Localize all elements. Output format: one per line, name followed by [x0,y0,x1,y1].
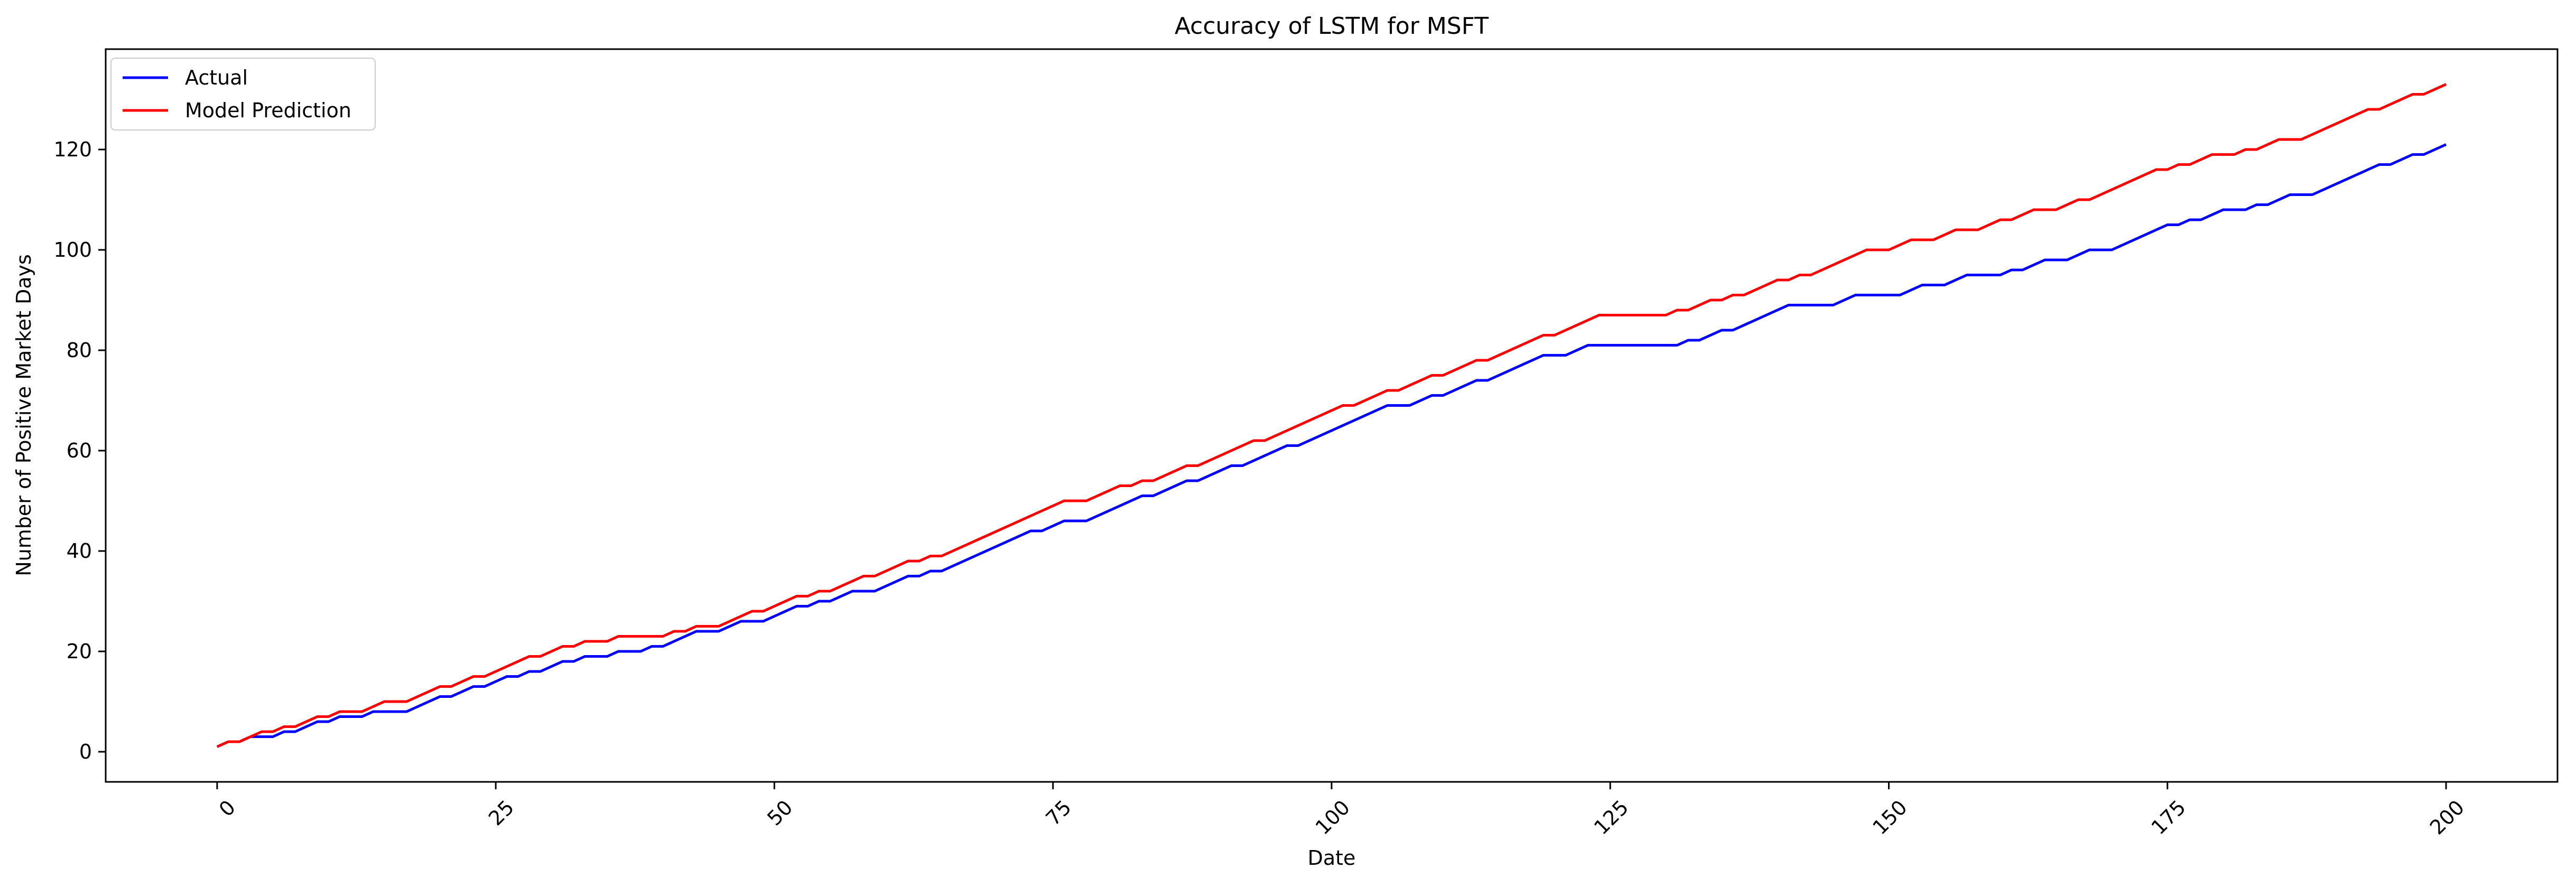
legend-label-actual: Actual [185,66,248,89]
y-tick-label: 20 [67,640,92,663]
y-tick-label: 40 [67,539,92,563]
y-axis: 0 20 40 60 80 100 120 [53,138,106,763]
legend: Actual Model Prediction [110,58,376,130]
series-line-model-prediction [216,83,2447,748]
y-tick-label: 0 [79,740,92,763]
series-line-actual [216,143,2447,748]
x-axis-label: Date [1308,846,1356,870]
y-tick-label: 100 [53,238,92,262]
legend-label-model-prediction: Model Prediction [185,99,351,122]
plot-area [216,83,2447,748]
chart-title: Accuracy of LSTM for MSFT [1175,13,1489,40]
legend-box [110,58,376,130]
y-axis-label: Number of Positive Market Days [12,254,35,576]
y-tick-label: 80 [67,339,92,362]
y-tick-label: 120 [53,138,92,161]
y-tick-label: 60 [67,439,92,462]
